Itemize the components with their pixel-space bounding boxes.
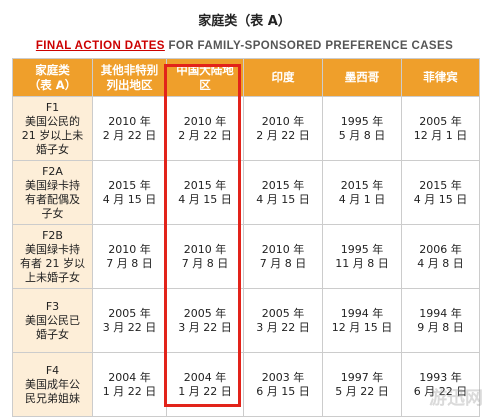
date-cell: 1995 年 11 月 8 日 — [322, 224, 402, 289]
category-cell: F1 美国公民的 21 岁以上未 婚子女 — [12, 96, 93, 161]
category-cell: F4 美国成年公 民兄弟姐妹 — [12, 352, 93, 417]
column-header: 印度 — [243, 58, 323, 97]
table-subtitle: FINAL ACTION DATES FOR FAMILY-SPONSORED … — [0, 40, 489, 52]
category-cell: F3 美国公民已 婚子女 — [12, 288, 93, 353]
column-header: 菲律宾 — [401, 58, 480, 97]
column-header: 中国大陆地区 — [166, 58, 244, 97]
watermark: 游迅网 — [429, 388, 483, 409]
visa-bulletin-table: 家庭类 （表 A） 其他非特别 列出地区 中国大陆地区印度 墨西哥 菲律宾 F1 美国公民的 2… — [12, 58, 480, 417]
column-header: 墨西哥 — [322, 58, 402, 97]
date-cell: 2005 年 12 月 1 日 — [401, 96, 480, 161]
column-header: 家庭类 （表 A） — [12, 58, 93, 97]
table-header-row: 家庭类 （表 A） 其他非特别 列出地区 中国大陆地区印度 墨西哥 菲律宾 — [12, 58, 480, 97]
category-cell: F2B 美国绿卡持 有者 21 岁以 上未婚子女 — [12, 224, 93, 289]
page-title: 家庭类（表 A） — [198, 14, 291, 29]
column-header: 其他非特别 列出地区 — [92, 58, 167, 97]
subtitle-rest: FOR FAMILY-SPONSORED PREFERENCE CASES — [164, 40, 454, 52]
final-action-dates-link[interactable]: FINAL ACTION DATES — [35, 40, 165, 52]
category-cell: F2A 美国绿卡持 有者配偶及 子女 — [12, 160, 93, 225]
date-cell: 1994 年 12 月 15 日 — [322, 288, 402, 353]
